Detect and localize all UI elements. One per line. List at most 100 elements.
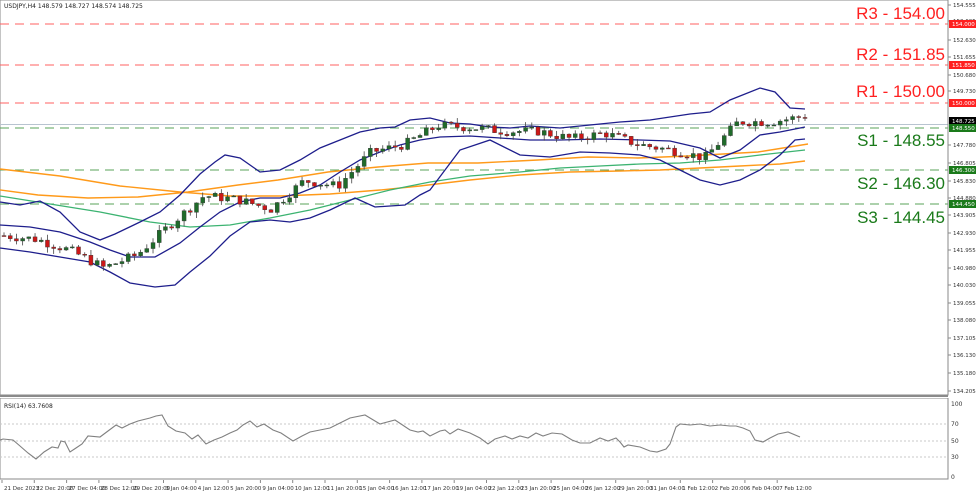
time-label: 21 Dec 2023 — [4, 486, 40, 492]
candle — [368, 148, 373, 157]
candle — [150, 242, 156, 249]
svg-text:150.000: 150.000 — [952, 101, 975, 107]
candle — [225, 196, 230, 202]
r1-label: R1 - 150.00 — [856, 82, 945, 101]
candle — [461, 127, 466, 132]
price-tick: 146.805 — [953, 161, 976, 167]
candle — [610, 133, 615, 138]
price-chart[interactable]: 154.555153.605152.630151.655150.680149.7… — [0, 0, 977, 396]
candle — [473, 129, 479, 131]
candle — [424, 127, 429, 136]
candle — [144, 248, 150, 253]
candle — [219, 193, 224, 202]
candle — [231, 195, 236, 198]
price-tick: 150.680 — [953, 73, 976, 79]
candle — [510, 132, 516, 136]
candle — [653, 146, 659, 150]
price-tick: 134.205 — [953, 389, 976, 395]
price-axis-ticks: 154.555153.605152.630151.655150.680149.7… — [948, 3, 976, 395]
candle — [355, 166, 361, 173]
price-tag — [949, 200, 976, 208]
candle — [132, 253, 137, 256]
candle — [262, 205, 267, 210]
svg-text:151.850: 151.850 — [952, 63, 975, 69]
candle — [349, 172, 354, 179]
price-tick: 143.905 — [953, 213, 976, 219]
candle — [479, 126, 485, 130]
candle — [517, 131, 522, 133]
chart-title: USDJPY,H4 148.579 148.727 148.574 148.72… — [4, 3, 143, 10]
svg-text:154.000: 154.000 — [952, 22, 975, 28]
rsi-panel[interactable]: 100 70 50 30 0 — [0, 397, 977, 481]
candle — [542, 130, 547, 136]
candle — [430, 127, 435, 130]
candle — [243, 198, 249, 205]
price-tag — [949, 117, 976, 125]
svg-text:146.300: 146.300 — [952, 168, 975, 174]
candle — [697, 153, 702, 160]
candle — [579, 133, 584, 139]
ma-orange-line — [0, 143, 809, 199]
price-tag — [949, 99, 976, 107]
svg-text:144.450: 144.450 — [952, 202, 975, 208]
time-label: 5 Jan 20:00 — [230, 486, 262, 492]
candle — [20, 238, 25, 242]
candle — [529, 126, 534, 129]
candle — [70, 246, 75, 249]
ma-orange-main — [0, 160, 806, 197]
candle — [709, 149, 715, 153]
candle — [256, 203, 261, 206]
candle — [784, 119, 789, 122]
candle — [380, 148, 385, 152]
time-label: 28 Dec 12:00 — [101, 486, 138, 492]
candle — [206, 196, 212, 198]
price-tick: 142.930 — [953, 231, 976, 237]
candle — [436, 127, 441, 130]
price-tick: 149.730 — [953, 89, 976, 95]
candle — [691, 153, 696, 158]
svg-text:148.550: 148.550 — [952, 126, 975, 132]
price-tick: 152.630 — [953, 38, 976, 44]
bollinger-upper — [0, 87, 806, 241]
candle — [63, 247, 69, 251]
candle — [597, 132, 603, 134]
candle — [765, 124, 770, 127]
candlesticks — [1, 113, 808, 271]
price-tick: 140.030 — [953, 283, 976, 289]
candle — [616, 133, 621, 135]
candle — [678, 155, 684, 158]
price-tag — [949, 61, 976, 69]
time-label: 22 Jan 12:00 — [489, 486, 524, 492]
price-tag — [949, 124, 976, 132]
rsi-tick-100: 100 — [951, 401, 963, 408]
price-tick: 147.780 — [953, 143, 976, 149]
candle — [268, 209, 274, 213]
candle — [324, 184, 330, 187]
candle — [287, 197, 292, 203]
candle — [722, 135, 727, 146]
time-label: 23 Jan 20:00 — [521, 486, 556, 492]
price-tick: 145.830 — [953, 179, 976, 185]
candle — [802, 117, 808, 119]
candle — [26, 236, 32, 239]
ma-green-line — [0, 149, 806, 228]
candle — [486, 125, 491, 127]
time-label: 19 Jan 04:00 — [456, 486, 491, 492]
candle — [39, 239, 44, 242]
candle — [250, 198, 255, 204]
candle — [796, 116, 801, 118]
time-label: 31 Jan 04:00 — [650, 486, 685, 492]
candle — [647, 144, 652, 148]
time-label: 6 Feb 04:00 — [747, 486, 780, 492]
time-axis: 21 Dec 2023 22 Dec 20:00 27 Dec 04:00 28 De… — [0, 480, 977, 496]
candle — [777, 120, 783, 126]
candle — [560, 133, 566, 139]
candle — [138, 251, 143, 256]
panel-separator[interactable] — [0, 395, 948, 397]
time-label: 4 Jan 12:00 — [198, 486, 230, 492]
candle — [200, 197, 205, 204]
r2-label: R2 - 151.85 — [856, 45, 945, 64]
price-tick: 137.105 — [953, 336, 976, 342]
candle — [318, 184, 323, 187]
